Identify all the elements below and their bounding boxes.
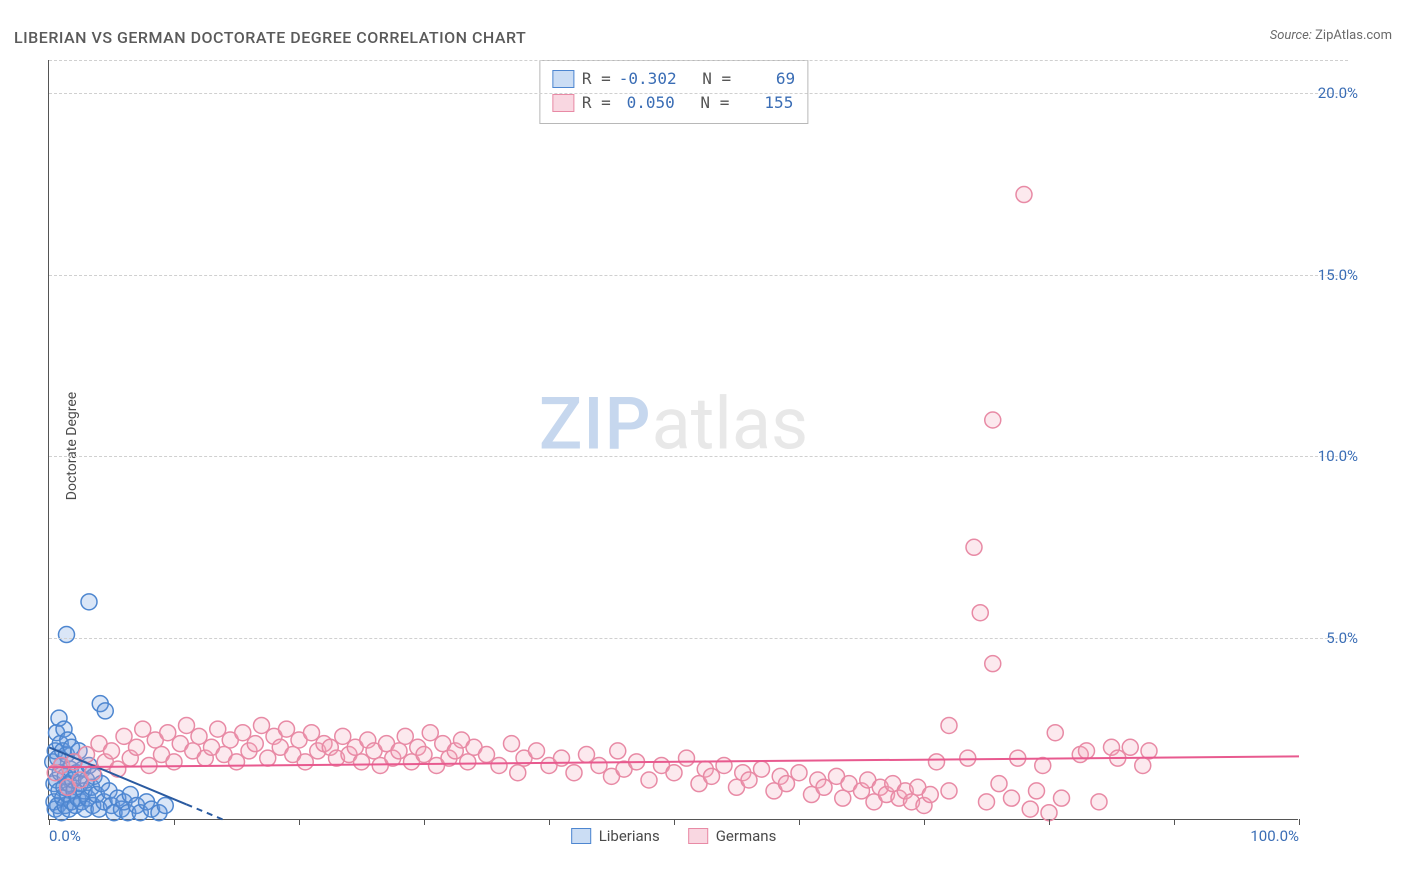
stats-n-liberians: 69 <box>739 67 795 91</box>
data-point <box>104 743 120 759</box>
data-point <box>157 797 173 813</box>
stats-r-label: R = <box>582 67 611 91</box>
scatter-svg <box>49 60 1298 819</box>
swatch-germans <box>552 94 574 112</box>
data-point <box>510 765 526 781</box>
source-label: Source: <box>1270 28 1312 43</box>
data-point <box>491 757 507 773</box>
gridline <box>49 456 1348 457</box>
data-point <box>529 743 545 759</box>
data-point <box>985 412 1001 428</box>
data-point <box>610 743 626 759</box>
data-point <box>81 594 97 610</box>
x-tick-mark <box>1049 819 1050 825</box>
data-point <box>979 794 995 810</box>
gridline <box>49 60 1348 61</box>
legend-item-liberians: Liberians <box>571 827 660 845</box>
gridline <box>49 275 1348 276</box>
x-tick-label: 100.0% <box>1250 827 1299 845</box>
y-tick-label: 20.0% <box>1303 84 1358 102</box>
swatch-liberians <box>552 70 574 88</box>
stats-n-germans: 155 <box>737 91 793 115</box>
data-point <box>941 783 957 799</box>
data-point <box>666 765 682 781</box>
data-point <box>922 787 938 803</box>
x-tick-mark <box>924 819 925 825</box>
plot-area: ZIPatlas R = -0.302 N = 69 R = 0.050 N =… <box>48 60 1298 820</box>
data-point <box>972 605 988 621</box>
x-tick-mark <box>174 819 175 825</box>
x-tick-mark <box>674 819 675 825</box>
data-point <box>1047 725 1063 741</box>
data-point <box>566 765 582 781</box>
data-point <box>1022 801 1038 817</box>
data-point <box>929 754 945 770</box>
x-tick-mark <box>49 819 50 825</box>
data-point <box>1091 794 1107 810</box>
stats-r-label: R = <box>582 91 611 115</box>
data-point <box>1029 783 1045 799</box>
y-tick-label: 5.0% <box>1303 629 1358 647</box>
data-point <box>966 539 982 555</box>
x-tick-label: 0.0% <box>49 827 81 845</box>
legend: Liberians Germans <box>571 827 777 845</box>
data-point <box>791 765 807 781</box>
legend-label-germans: Germans <box>716 827 777 845</box>
data-point <box>754 761 770 777</box>
data-point <box>716 757 732 773</box>
data-point <box>1035 757 1051 773</box>
stats-r-liberians: -0.302 <box>619 67 677 91</box>
x-tick-mark <box>424 819 425 825</box>
data-point <box>641 772 657 788</box>
trend-line <box>187 804 225 820</box>
source-value: ZipAtlas.com <box>1315 28 1392 43</box>
data-point <box>1122 739 1138 755</box>
stats-row-germans: R = 0.050 N = 155 <box>552 91 795 115</box>
x-tick-mark <box>799 819 800 825</box>
y-tick-label: 15.0% <box>1303 266 1358 284</box>
data-point <box>504 736 520 752</box>
data-point <box>59 627 75 643</box>
x-tick-mark <box>1299 819 1300 825</box>
data-point <box>835 790 851 806</box>
gridline <box>49 93 1348 94</box>
source-attribution: Source: ZipAtlas.com <box>1270 28 1392 43</box>
stats-n-label: N = <box>700 91 729 115</box>
data-point <box>1079 743 1095 759</box>
data-point <box>991 776 1007 792</box>
stats-r-germans: 0.050 <box>619 91 675 115</box>
data-point <box>1135 757 1151 773</box>
data-point <box>985 656 1001 672</box>
legend-swatch-liberians <box>571 828 591 844</box>
x-tick-mark <box>299 819 300 825</box>
stats-row-liberians: R = -0.302 N = 69 <box>552 67 795 91</box>
data-point <box>166 754 182 770</box>
data-point <box>1141 743 1157 759</box>
data-point <box>460 754 476 770</box>
y-tick-label: 10.0% <box>1303 447 1358 465</box>
data-point <box>1004 790 1020 806</box>
data-point <box>941 717 957 733</box>
x-tick-mark <box>1174 819 1175 825</box>
gridline <box>49 638 1348 639</box>
x-tick-mark <box>549 819 550 825</box>
data-point <box>1016 187 1032 203</box>
chart-title: LIBERIAN VS GERMAN DOCTORATE DEGREE CORR… <box>14 28 526 47</box>
legend-swatch-germans <box>688 828 708 844</box>
legend-label-liberians: Liberians <box>599 827 660 845</box>
data-point <box>247 736 263 752</box>
legend-item-germans: Germans <box>688 827 777 845</box>
data-point <box>129 739 145 755</box>
data-point <box>679 750 695 766</box>
stats-n-label: N = <box>702 67 731 91</box>
data-point <box>960 750 976 766</box>
data-point <box>97 703 113 719</box>
data-point <box>1054 790 1070 806</box>
